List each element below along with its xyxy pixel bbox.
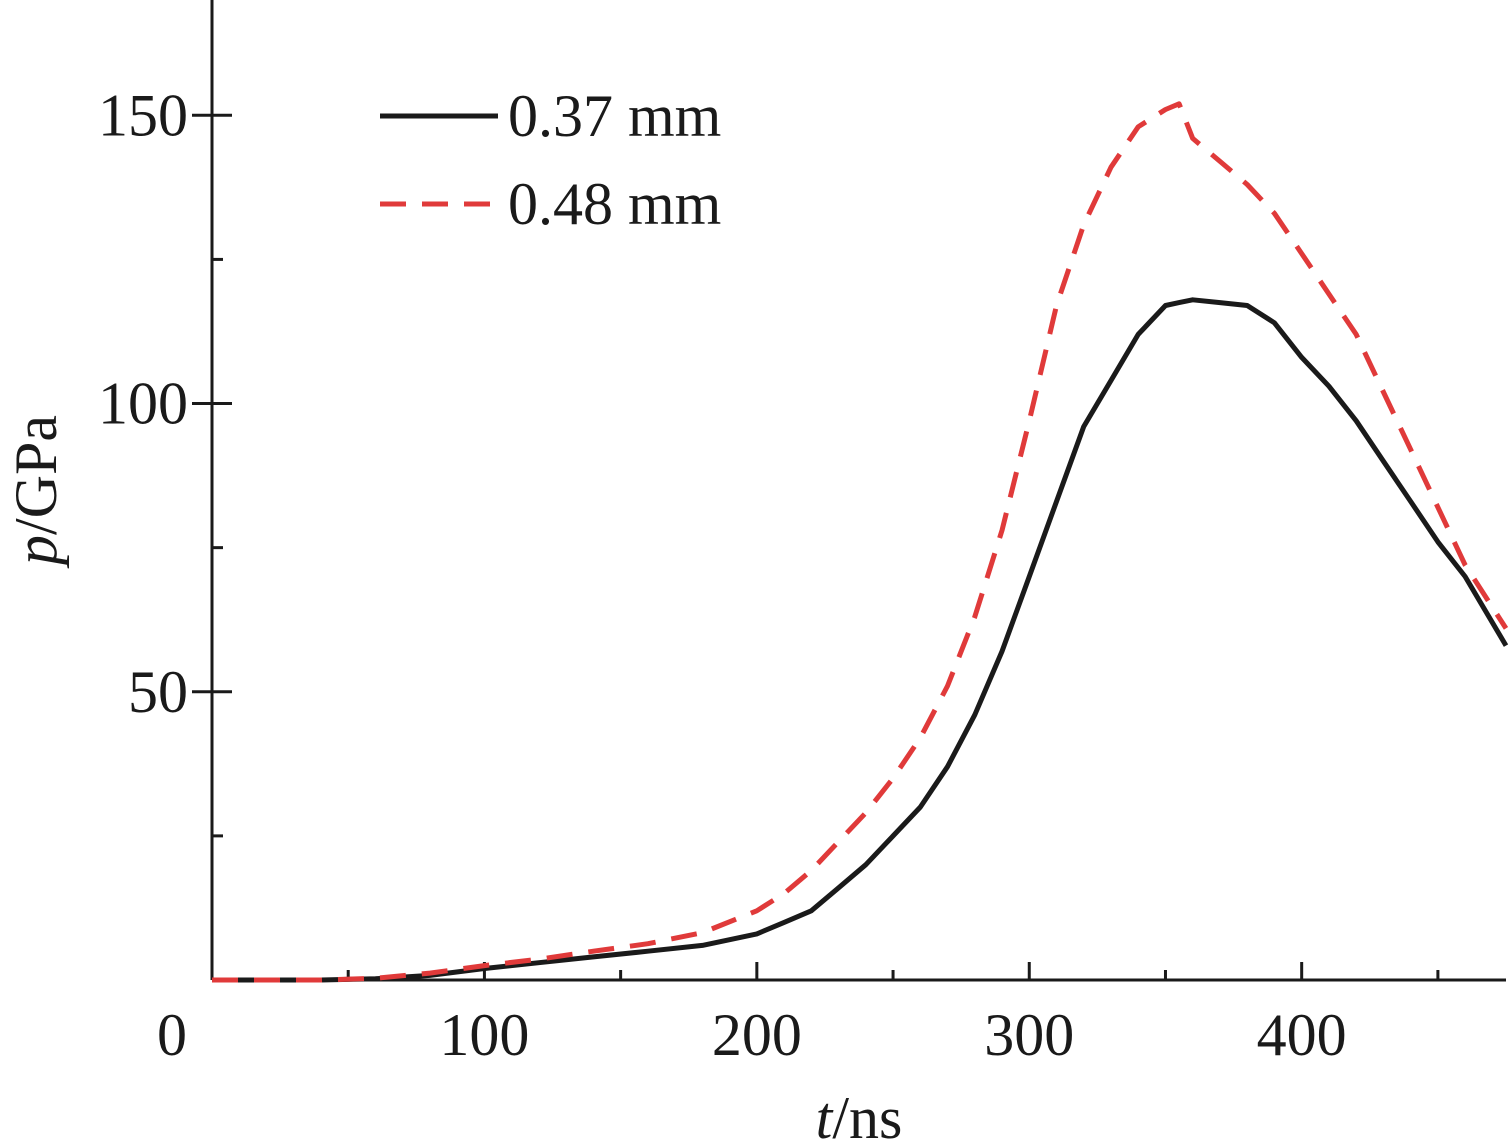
y-tick-label: 50 xyxy=(128,659,188,725)
x-tick-label: 400 xyxy=(1257,1002,1347,1068)
x-axis-title: t/ns xyxy=(816,1085,903,1146)
x-axis-unit: /ns xyxy=(832,1085,902,1146)
x-tick-label: 100 xyxy=(439,1002,529,1068)
y-tick-label: 100 xyxy=(98,371,188,437)
x-tick-label: 0 xyxy=(157,1002,187,1068)
series-group xyxy=(212,101,1509,983)
legend-label-1: 0.37 mm xyxy=(508,83,721,149)
legend-label-2: 0.48 mm xyxy=(508,171,721,237)
x-tick-label: 300 xyxy=(984,1002,1074,1068)
axes-group xyxy=(192,0,1506,982)
series-line-1 xyxy=(212,297,1509,983)
legend: 0.37 mm 0.48 mm xyxy=(380,83,721,237)
axis-labels: 0 100 200 300 400 50 100 150 t/ns p/GPa xyxy=(3,82,1347,1146)
y-axis-title: p/GPa xyxy=(3,415,69,569)
y-axis-unit: /GPa xyxy=(3,415,69,535)
x-tick-label: 200 xyxy=(712,1002,802,1068)
y-tick-label: 150 xyxy=(98,82,188,148)
y-axis-variable: p xyxy=(3,535,69,569)
series-line-2 xyxy=(212,101,1509,983)
x-axis-variable: t xyxy=(816,1085,834,1146)
